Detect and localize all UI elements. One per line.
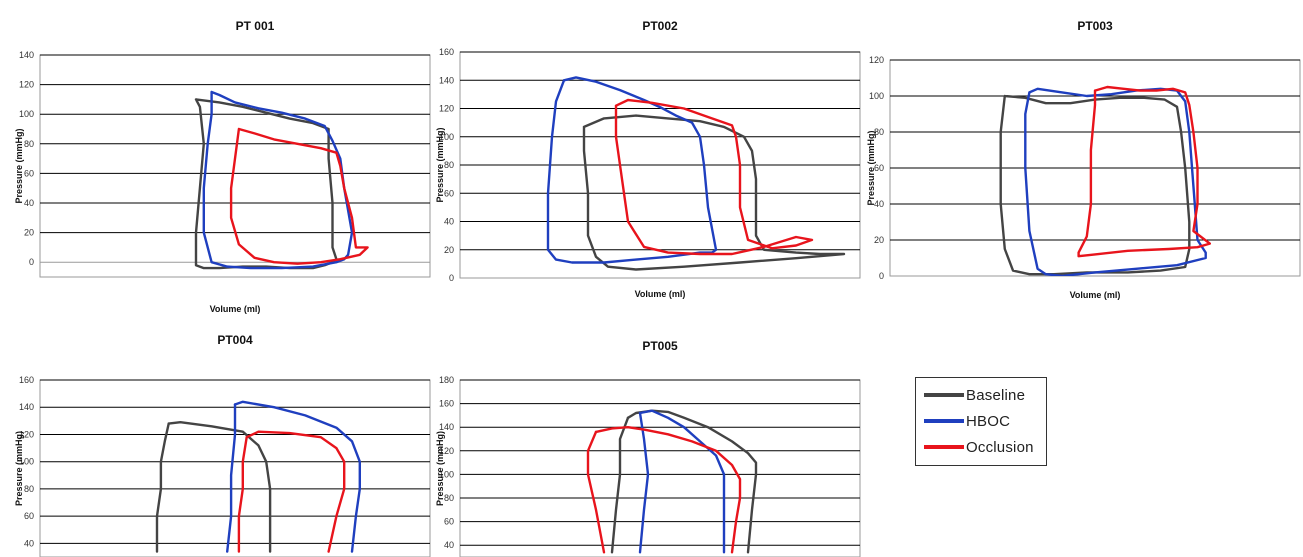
y-tick-label: 0 — [449, 273, 454, 283]
series-line-hboc — [546, 76, 718, 264]
series-line-hboc — [638, 409, 726, 554]
y-axis-label: Pressure (mmHg) — [435, 431, 445, 506]
y-tick-label: 60 — [444, 188, 454, 198]
y-tick-label: 120 — [19, 429, 34, 439]
y-tick-label: 60 — [874, 163, 884, 173]
y-tick-label: 120 — [439, 104, 454, 114]
series-line-baseline — [610, 416, 630, 554]
series-line-baseline — [582, 114, 846, 271]
y-tick-label: 120 — [869, 55, 884, 65]
legend-label-baseline: Baseline — [966, 386, 1026, 404]
series-line-occlusion — [614, 98, 814, 256]
x-axis-label: Volume (ml) — [635, 289, 686, 299]
series-line-occlusion — [245, 430, 346, 553]
y-tick-label: 100 — [19, 457, 34, 467]
legend-label-hboc: HBOC — [966, 412, 1011, 430]
y-tick-label: 160 — [439, 47, 454, 57]
series-line-baseline — [167, 421, 272, 553]
legend-swatch-baseline — [924, 393, 964, 397]
y-tick-label: 20 — [874, 235, 884, 245]
y-tick-label: 0 — [29, 257, 34, 267]
y-axis-label: Pressure (mmHg) — [866, 130, 876, 205]
chart-panel-2: 0 20 40 60 80 100 120 140 160 PT002 Pressure (mmHg… — [435, 19, 861, 299]
series-line-hboc — [233, 400, 361, 553]
y-tick-label: 0 — [879, 271, 884, 281]
x-axis-label: Volume (ml) — [210, 304, 261, 314]
series-line-baseline — [999, 94, 1191, 276]
chart-title: PT003 — [1077, 19, 1113, 33]
series-line-occlusion — [1077, 85, 1212, 258]
y-tick-label: 40 — [24, 538, 34, 548]
chart-legend: Baseline HBOC Occlusion — [915, 377, 1047, 466]
x-axis-label: Volume (ml) — [1070, 290, 1121, 300]
y-tick-label: 40 — [874, 199, 884, 209]
series-line-occlusion — [229, 127, 369, 265]
y-tick-label: 120 — [439, 446, 454, 456]
y-axis-label: Pressure (mmHg) — [14, 431, 24, 506]
chart-panel-4: 40 60 80 100 120 140 160 PT004 Pressure (mmHg) — [14, 333, 431, 557]
legend-item-baseline: Baseline — [924, 384, 1025, 406]
y-axis-label: Pressure (mmHg) — [435, 127, 445, 202]
y-tick-label: 140 — [439, 422, 454, 432]
y-tick-label: 80 — [24, 139, 34, 149]
chart-panel-3: 0 20 40 60 80 100 120 PT003 Pressure (mmHg) Volum… — [866, 19, 1301, 300]
legend-item-hboc: HBOC — [924, 410, 1010, 432]
y-tick-label: 80 — [874, 127, 884, 137]
y-tick-label: 120 — [19, 80, 34, 90]
series-line-hboc — [225, 403, 237, 553]
legend-item-occlusion: Occlusion — [924, 436, 1034, 458]
y-tick-label: 100 — [439, 469, 454, 479]
y-tick-label: 40 — [444, 217, 454, 227]
y-tick-label: 140 — [19, 50, 34, 60]
y-tick-label: 140 — [19, 402, 34, 412]
y-tick-label: 100 — [19, 109, 34, 119]
chart-panel-1: 0 20 40 60 80 100 120 140 PT 001 Pressure (mmHg) V… — [14, 19, 431, 314]
y-tick-label: 160 — [439, 399, 454, 409]
y-tick-label: 40 — [444, 540, 454, 550]
series-line-occlusion — [237, 436, 248, 553]
y-axis-label: Pressure (mmHg) — [14, 128, 24, 203]
chart-title: PT002 — [642, 19, 678, 33]
series-line-occlusion — [586, 430, 606, 554]
plot-area — [459, 379, 861, 557]
y-tick-label: 60 — [24, 168, 34, 178]
y-tick-label: 80 — [444, 493, 454, 503]
y-tick-label: 40 — [24, 198, 34, 208]
y-tick-label: 100 — [439, 132, 454, 142]
series-line-occlusion — [594, 426, 742, 554]
y-tick-label: 80 — [24, 484, 34, 494]
legend-label-occlusion: Occlusion — [966, 438, 1034, 456]
legend-swatch-occlusion — [924, 445, 964, 449]
chart-title: PT005 — [642, 339, 678, 353]
y-tick-label: 60 — [444, 517, 454, 527]
series-line-baseline — [155, 422, 170, 553]
y-tick-label: 180 — [439, 375, 454, 385]
chart-title: PT004 — [217, 333, 253, 347]
y-tick-label: 140 — [439, 75, 454, 85]
y-tick-label: 160 — [19, 375, 34, 385]
y-tick-label: 80 — [444, 160, 454, 170]
y-tick-label: 20 — [444, 245, 454, 255]
y-tick-label: 100 — [869, 91, 884, 101]
legend-swatch-hboc — [924, 419, 964, 423]
chart-title: PT 001 — [236, 19, 275, 33]
chart-panel-5: 40 60 80 100 120 140 160 180 PT005 Pressure (mmHg… — [435, 339, 861, 557]
y-tick-label: 20 — [24, 228, 34, 238]
y-tick-label: 60 — [24, 511, 34, 521]
